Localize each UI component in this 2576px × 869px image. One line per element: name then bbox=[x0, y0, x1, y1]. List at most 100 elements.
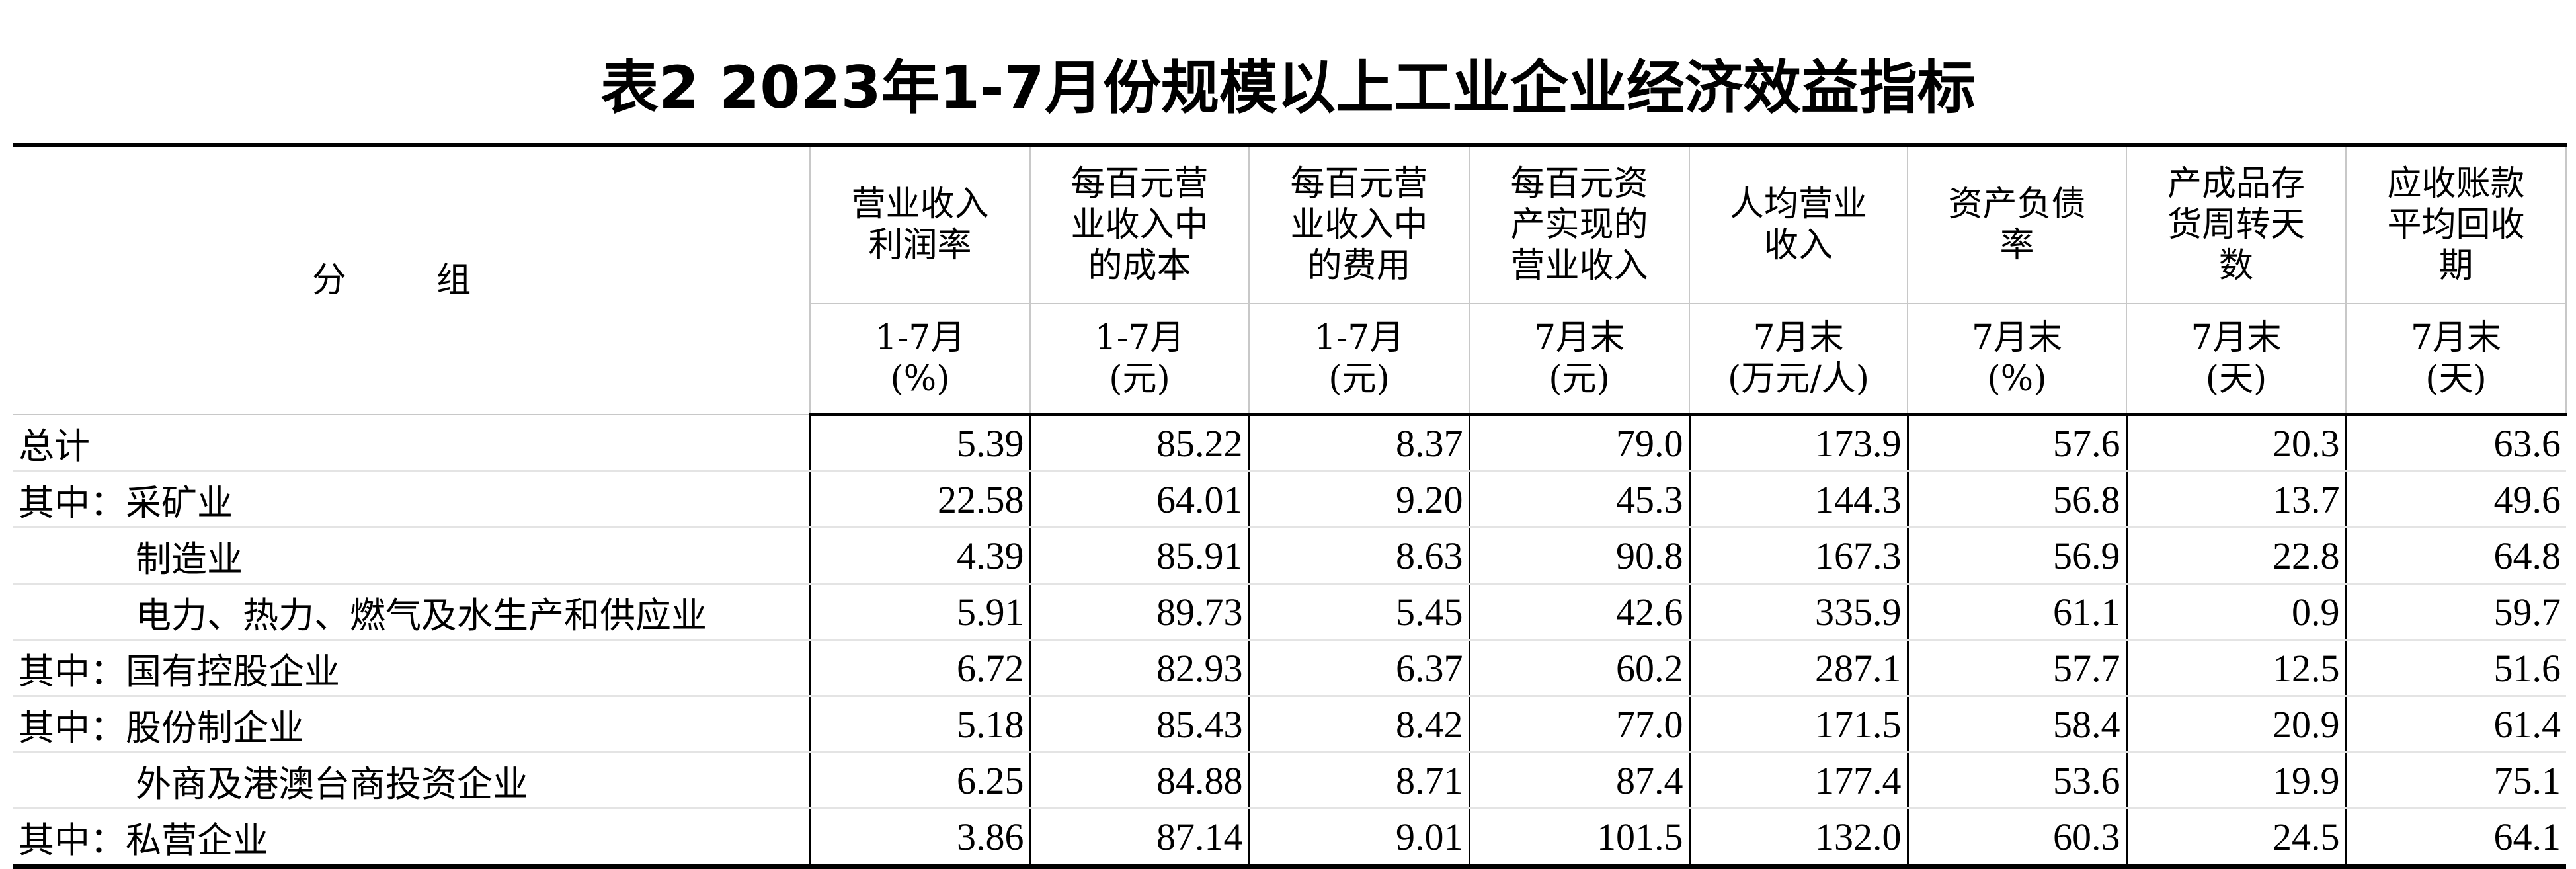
cell-value: 87.4 bbox=[1468, 752, 1689, 809]
cell-value: 75.1 bbox=[2345, 752, 2566, 809]
cell-value: 5.45 bbox=[1248, 583, 1469, 641]
cell-value: 8.42 bbox=[1248, 696, 1469, 753]
cell-value: 60.2 bbox=[1468, 640, 1689, 697]
cell-value: 8.71 bbox=[1248, 752, 1469, 809]
column-unit-header: 7月末 (元) bbox=[1469, 304, 1690, 416]
table-row: 电力、热力、燃气及水生产和供应业 5.91 89.73 5.45 42.6 335.9 61… bbox=[13, 583, 2566, 641]
cell-value: 8.63 bbox=[1248, 527, 1469, 585]
cell-value: 6.37 bbox=[1248, 640, 1469, 697]
column-header: 每百元营业收入中的成本 bbox=[1029, 143, 1250, 304]
table-row: 其中：私营企业 3.86 87.14 9.01 101.5 132.0 60.3 24.5 64… bbox=[13, 808, 2566, 869]
cell-value: 173.9 bbox=[1688, 414, 1908, 472]
cell-value: 64.1 bbox=[2345, 808, 2566, 869]
cell-value: 167.3 bbox=[1688, 527, 1908, 585]
cell-value: 64.01 bbox=[1029, 471, 1249, 528]
cell-value: 8.37 bbox=[1248, 414, 1469, 472]
table-row: 其中：国有控股企业 6.72 82.93 6.37 60.2 287.1 57.7 12.5 5… bbox=[13, 640, 2566, 697]
row-label: 其中：国有控股企业 bbox=[13, 640, 810, 697]
cell-value: 90.8 bbox=[1468, 527, 1689, 585]
cell-value: 101.5 bbox=[1468, 808, 1689, 869]
column-unit-header: 7月末 (天) bbox=[2345, 304, 2567, 416]
unit-label: (%) bbox=[890, 359, 950, 399]
cell-value: 144.3 bbox=[1688, 471, 1908, 528]
cell-value: 85.43 bbox=[1029, 696, 1249, 753]
cell-value: 84.88 bbox=[1029, 752, 1249, 809]
period-label: 7月末 bbox=[1971, 318, 2063, 358]
cell-value: 85.22 bbox=[1029, 414, 1249, 472]
table-row: 总计 5.39 85.22 8.37 79.0 173.9 57.6 20.3 63.6 bbox=[13, 414, 2566, 472]
cell-value: 87.14 bbox=[1029, 808, 1249, 869]
cell-value: 22.8 bbox=[2125, 527, 2346, 585]
cell-value: 59.7 bbox=[2345, 583, 2566, 641]
column-header: 每百元营业收入中的费用 bbox=[1248, 143, 1470, 304]
cell-value: 5.39 bbox=[809, 414, 1030, 472]
period-label: 7月末 bbox=[2410, 318, 2502, 358]
column-unit-header: 7月末 (万元/人) bbox=[1689, 304, 1908, 416]
period-label: 1-7月 bbox=[1314, 318, 1404, 358]
column-unit-header: 1-7月 (%) bbox=[809, 304, 1031, 416]
cell-value: 51.6 bbox=[2345, 640, 2566, 697]
cell-value: 22.58 bbox=[809, 471, 1030, 528]
cell-value: 13.7 bbox=[2125, 471, 2346, 528]
row-label: 制造业 bbox=[13, 527, 810, 585]
cell-value: 42.6 bbox=[1468, 583, 1689, 641]
row-label: 外商及港澳台商投资企业 bbox=[13, 752, 810, 809]
column-unit-header: 7月末 (%) bbox=[1907, 304, 2127, 416]
group-header: 分 组 bbox=[13, 143, 811, 415]
cell-value: 3.86 bbox=[809, 808, 1030, 869]
cell-value: 9.01 bbox=[1248, 808, 1469, 869]
table-row: 其中：采矿业 22.58 64.01 9.20 45.3 144.3 56.8 13.7 49.… bbox=[13, 471, 2566, 528]
period-label: 1-7月 bbox=[875, 318, 965, 358]
table-row: 外商及港澳台商投资企业 6.25 84.88 8.71 87.4 177.4 53.6 19.… bbox=[13, 752, 2566, 809]
cell-value: 4.39 bbox=[809, 527, 1030, 585]
cell-value: 56.8 bbox=[1906, 471, 2126, 528]
table-title: 表2 2023年1-7月份规模以上工业企业经济效益指标 bbox=[600, 54, 1976, 122]
cell-value: 63.6 bbox=[2345, 414, 2566, 472]
cell-value: 19.9 bbox=[2125, 752, 2346, 809]
cell-value: 12.5 bbox=[2125, 640, 2346, 697]
cell-value: 132.0 bbox=[1688, 808, 1908, 869]
column-unit-header: 1-7月 (元) bbox=[1248, 304, 1470, 416]
table-row: 制造业 4.39 85.91 8.63 90.8 167.3 56.9 22.8 64.8 bbox=[13, 527, 2566, 585]
cell-value: 171.5 bbox=[1688, 696, 1908, 753]
column-unit-header: 7月末 (天) bbox=[2126, 304, 2347, 416]
cell-value: 85.91 bbox=[1029, 527, 1249, 585]
cell-value: 64.8 bbox=[2345, 527, 2566, 585]
cell-value: 20.3 bbox=[2125, 414, 2346, 472]
cell-value: 56.9 bbox=[1906, 527, 2126, 585]
period-label: 7月末 bbox=[1533, 318, 1625, 358]
unit-label: (%) bbox=[1987, 359, 2047, 399]
row-label: 其中：私营企业 bbox=[13, 808, 810, 869]
unit-label: (万元/人) bbox=[1727, 359, 1870, 399]
cell-value: 6.72 bbox=[809, 640, 1030, 697]
unit-label: (元) bbox=[1549, 359, 1610, 399]
row-label: 总计 bbox=[13, 414, 810, 472]
cell-value: 60.3 bbox=[1906, 808, 2126, 869]
table-row: 其中：股份制企业 5.18 85.43 8.42 77.0 171.5 58.4 20.9 61… bbox=[13, 696, 2566, 753]
cell-value: 177.4 bbox=[1688, 752, 1908, 809]
row-label: 其中：股份制企业 bbox=[13, 696, 810, 753]
cell-value: 6.25 bbox=[809, 752, 1030, 809]
cell-value: 5.18 bbox=[809, 696, 1030, 753]
cell-value: 0.9 bbox=[2125, 583, 2346, 641]
period-label: 1-7月 bbox=[1094, 318, 1185, 358]
column-header: 产成品存货周转天数 bbox=[2126, 143, 2347, 304]
cell-value: 61.1 bbox=[1906, 583, 2126, 641]
cell-value: 287.1 bbox=[1688, 640, 1908, 697]
column-header: 资产负债率 bbox=[1907, 143, 2127, 304]
period-label: 7月末 bbox=[2191, 318, 2282, 358]
unit-label: (元) bbox=[1328, 359, 1390, 399]
cell-value: 57.7 bbox=[1906, 640, 2126, 697]
unit-label: (天) bbox=[2425, 359, 2487, 399]
column-header: 人均营业收入 bbox=[1689, 143, 1908, 304]
economic-indicators-table: 分 组 营业收入利润率 每百元营业收入中的成本 每百元营业收入中的费用 每百元资产实现… bbox=[13, 143, 2567, 869]
cell-value: 79.0 bbox=[1468, 414, 1689, 472]
cell-value: 9.20 bbox=[1248, 471, 1469, 528]
cell-value: 24.5 bbox=[2125, 808, 2346, 869]
row-label: 其中：采矿业 bbox=[13, 471, 810, 528]
cell-value: 57.6 bbox=[1906, 414, 2126, 472]
cell-value: 53.6 bbox=[1906, 752, 2126, 809]
cell-value: 20.9 bbox=[2125, 696, 2346, 753]
unit-label: (天) bbox=[2205, 359, 2267, 399]
period-label: 7月末 bbox=[1753, 318, 1844, 358]
